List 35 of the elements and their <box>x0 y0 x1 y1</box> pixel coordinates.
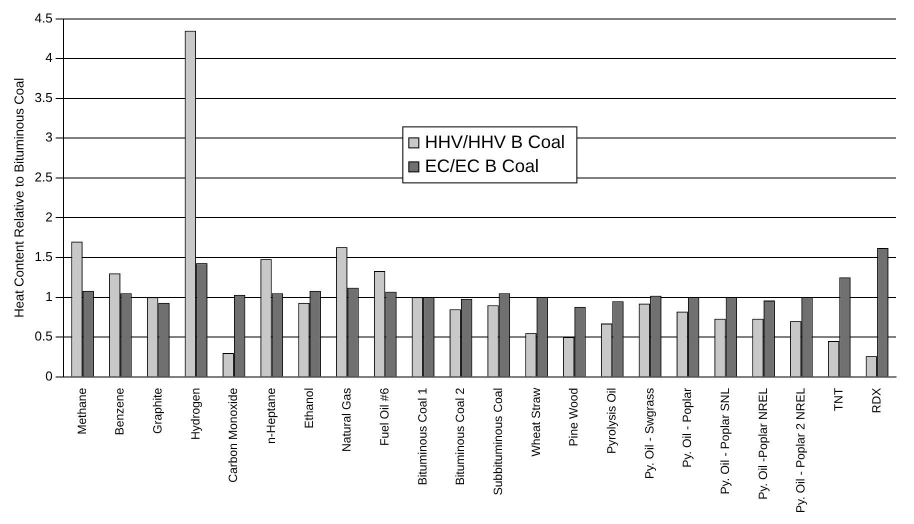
x-tick-label: Subbituminous Coal <box>491 388 506 496</box>
x-tick-label: Fuel Oil #6 <box>378 388 392 446</box>
x-tick-label: Py. Oil - Poplar 2 NREL <box>794 388 808 514</box>
y-tick-label: 0 <box>45 368 53 384</box>
x-tick-label: Pyrolysis Oil <box>604 388 619 454</box>
legend-label: EC/EC B Coal <box>424 156 539 176</box>
x-tick-label: Py. Oil - Poplar <box>680 388 694 468</box>
y-tick-label: 1.5 <box>34 249 53 264</box>
x-tick-label: Py. Oil - Swgrass <box>642 388 656 479</box>
y-tick-label: 0.5 <box>34 328 53 344</box>
x-tick-label: n-Heptane <box>264 388 278 444</box>
y-tick-label: 4.5 <box>34 10 53 26</box>
x-tick-label: Bituminous Coal 2 <box>453 388 468 486</box>
x-tick-label: Pine Wood <box>566 388 581 446</box>
x-tick-label: Methane <box>74 388 89 435</box>
legend-label: HHV/HHV B Coal <box>424 132 565 152</box>
x-tick-label: Wheat Straw <box>528 388 543 457</box>
x-tick-label: Bituminous Coal 1 <box>415 388 430 486</box>
y-tick-label: 2 <box>45 209 53 224</box>
y-tick-label: 2.5 <box>34 170 53 185</box>
x-tick-label: Hydrogen <box>188 388 202 440</box>
x-tick-label: TNT <box>832 387 846 412</box>
y-tick-label: 3 <box>45 130 53 145</box>
x-tick-label: Benzene <box>112 388 127 436</box>
x-tick-label: Py. Oil - Poplar SNL <box>718 388 732 494</box>
y-tick-label: 3.5 <box>34 90 53 105</box>
x-tick-label: Natural Gas <box>340 388 354 452</box>
y-axis-title: Heat Content Relative to Bituminous Coal <box>11 78 26 318</box>
y-tick-label: 1 <box>45 288 53 304</box>
y-tick-label: 4 <box>45 50 53 66</box>
x-tick-label: Graphite <box>150 388 165 434</box>
x-tick-label: Ethanol <box>302 388 316 429</box>
x-tick-label: Py. Oil -Poplar NREL <box>756 388 770 500</box>
x-tick-label: Carbon Monoxide <box>226 388 240 483</box>
x-tick-label: RDX <box>869 388 884 414</box>
